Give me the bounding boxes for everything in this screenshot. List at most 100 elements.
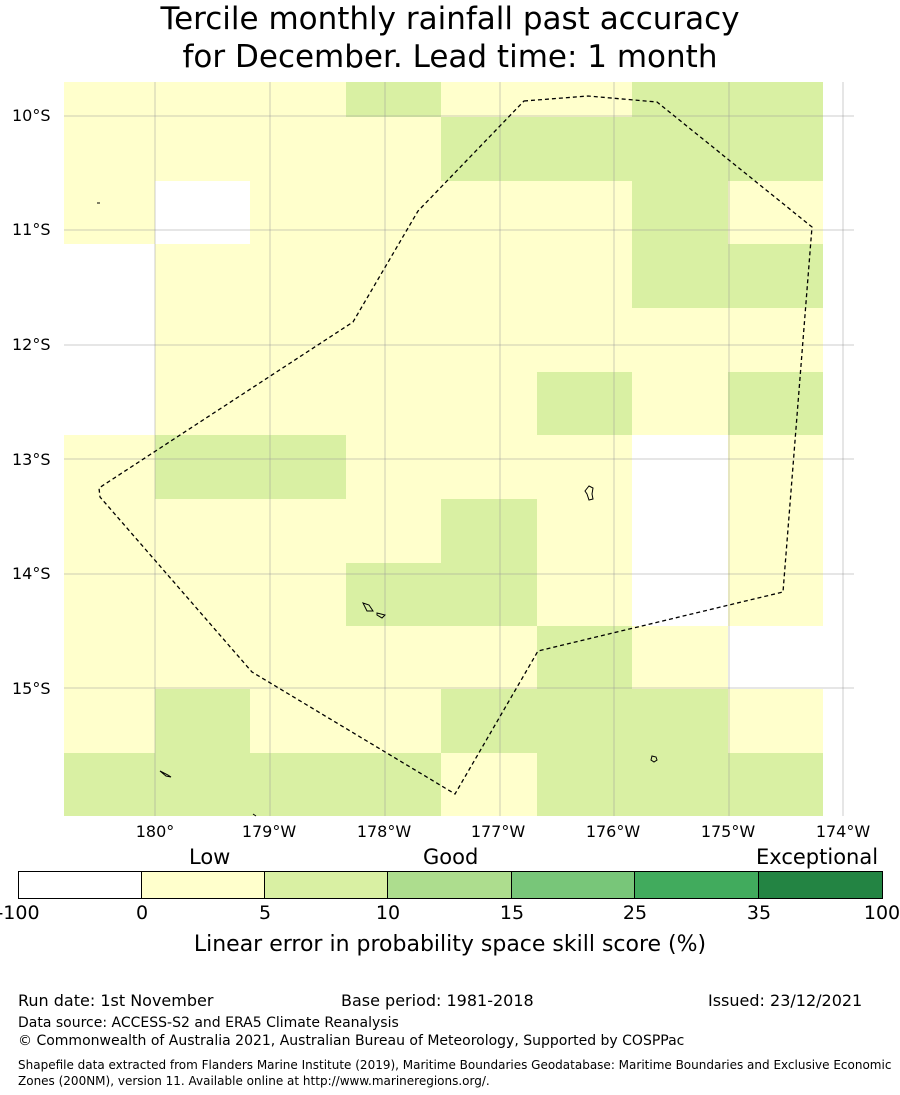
grid-cell <box>728 244 823 308</box>
colorbar-tick: -100 <box>0 902 40 924</box>
lat-label-11s: 11°S <box>12 220 51 239</box>
grid-cell <box>250 626 346 689</box>
grid-cell <box>155 82 250 117</box>
grid-cell <box>346 308 441 372</box>
grid-cell <box>346 82 441 117</box>
grid-cell <box>537 753 632 816</box>
grid-cell <box>64 689 155 753</box>
grid-cell <box>64 117 155 181</box>
grid-cell <box>728 626 823 689</box>
grid-cell <box>155 689 250 753</box>
grid-cell <box>441 626 537 689</box>
lon-label-176w: 176°W <box>585 822 641 841</box>
grid-cell <box>441 372 537 435</box>
grid-cell <box>441 689 537 753</box>
grid-cell <box>346 499 441 563</box>
colorbar-segment-4 <box>388 871 512 898</box>
grid-cell <box>537 499 632 563</box>
grid-cell <box>441 82 537 117</box>
grid-cell <box>64 563 155 626</box>
grid-cell <box>250 82 346 117</box>
colorbar-tick: 35 <box>746 902 772 924</box>
grid-cell <box>64 499 155 563</box>
island-fakaofo <box>362 602 386 619</box>
grid-cell <box>155 117 250 181</box>
grid-cell <box>728 117 823 181</box>
grid-cell <box>346 244 441 308</box>
lat-label-12s: 12°S <box>12 335 51 354</box>
lon-label-175w: 175°W <box>700 822 756 841</box>
grid-cell <box>632 435 728 499</box>
grid-cell <box>155 753 250 816</box>
grid-cell <box>632 563 728 626</box>
grid-cell <box>64 244 155 308</box>
grid-cell <box>155 435 250 499</box>
lon-label-180: 180° <box>135 822 175 841</box>
colorbar-word-exceptional: Exceptional <box>756 845 879 869</box>
grid-cell <box>346 563 441 626</box>
grid-cell <box>441 435 537 499</box>
grid-cell <box>250 372 346 435</box>
grid-cell <box>632 753 728 816</box>
skill-grid <box>64 82 823 816</box>
title-line-1: Tercile monthly rainfall past accuracy <box>160 1 740 37</box>
colorbar-segment-3 <box>265 871 388 898</box>
grid-cell <box>632 626 728 689</box>
grid-cell <box>64 372 155 435</box>
grid-cell <box>441 244 537 308</box>
issued-date: Issued: 23/12/2021 <box>708 991 863 1010</box>
colorbar-tick: 10 <box>375 902 401 924</box>
grid-cell <box>155 244 250 308</box>
chart-title: Tercile monthly rainfall past accuracy f… <box>0 0 900 76</box>
grid-cell <box>64 626 155 689</box>
grid-cell <box>64 753 155 816</box>
grid-cell <box>64 308 155 372</box>
skill-map <box>64 82 854 817</box>
grid-cell <box>728 499 823 563</box>
grid-cell <box>64 435 155 499</box>
lat-label-14s: 14°S <box>12 564 51 583</box>
grid-cell <box>632 82 728 117</box>
grid-cell <box>728 372 823 435</box>
grid-cell <box>537 689 632 753</box>
grid-cell <box>537 308 632 372</box>
grid-cell <box>346 372 441 435</box>
grid-cell <box>250 117 346 181</box>
grid-cell <box>64 82 155 117</box>
lat-label-10s: 10°S <box>12 106 51 125</box>
grid-cell <box>250 244 346 308</box>
colorbar-segment-6 <box>635 871 759 898</box>
grid-cell <box>728 308 823 372</box>
grid-cell <box>537 435 632 499</box>
grid-cell <box>632 689 728 753</box>
grid-cell <box>346 181 441 244</box>
grid-cell <box>537 372 632 435</box>
run-date: Run date: 1st November <box>18 991 214 1010</box>
grid-cell <box>537 626 632 689</box>
grid-cell <box>728 181 823 244</box>
grid-cell <box>250 689 346 753</box>
graticule <box>64 82 854 816</box>
grid-cell <box>155 308 250 372</box>
grid-cell <box>632 308 728 372</box>
island-west <box>159 770 172 778</box>
grid-cell <box>441 308 537 372</box>
grid-cell <box>155 626 250 689</box>
grid-cell <box>728 563 823 626</box>
grid-cell <box>346 689 441 753</box>
colorbar-word-good: Good <box>423 845 479 869</box>
base-period: Base period: 1981-2018 <box>341 991 534 1010</box>
colorbar-tick: 25 <box>622 902 648 924</box>
colorbar-segment-1 <box>18 871 142 898</box>
grid-cell <box>155 181 250 244</box>
grid-cell <box>728 753 823 816</box>
grid-cell <box>632 499 728 563</box>
colorbar-segment-7 <box>759 871 883 898</box>
grid-cell <box>728 689 823 753</box>
lat-label-13s: 13°S <box>12 450 51 469</box>
islands <box>97 202 658 817</box>
colorbar-segment-2 <box>142 871 265 898</box>
colorbar-frame <box>18 871 883 899</box>
grid-cell <box>250 308 346 372</box>
lon-label-177w: 177°W <box>470 822 526 841</box>
